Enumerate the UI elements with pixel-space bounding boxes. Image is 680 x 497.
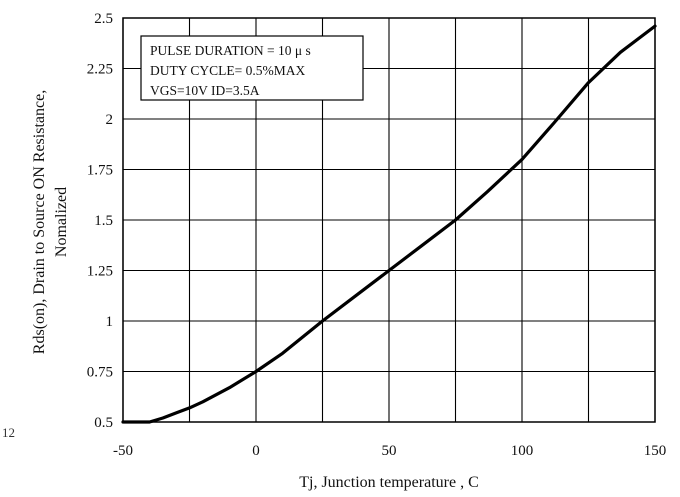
x-tick-label: 0 [252,443,260,459]
y-axis-label-line-1: Rds(on), Drain to Source ON Resistance, [31,90,48,354]
y-tick-label: 0.5 [94,415,113,431]
y-tick-labels: 0.5 0.75 1 1.25 1.5 1.75 2 2.25 2.5 [87,11,113,431]
y-tick-label: 1.5 [94,213,113,229]
y-tick-label: 1.75 [87,163,113,179]
annotation-box [140,35,364,101]
margin-label: 12 [2,425,15,440]
x-tick-label: 150 [644,443,667,459]
annotation-line-2: DUTY CYCLE= 0.5%MAX [150,63,305,78]
annotation-line-3: VGS=10V ID=3.5A [150,83,260,98]
plot-frame [122,17,656,423]
y-axis-label-line-2: Nomalized [53,187,70,257]
y-tick-label: 1.25 [87,264,113,280]
y-tick-label: 2.5 [94,11,113,27]
x-tick-label: 50 [382,443,397,459]
y-tick-label: 2 [106,112,114,128]
x-axis-label: Tj, Junction temperature , C [299,474,479,491]
x-tick-labels: -50 0 50 100 150 [113,443,666,459]
y-tick-label: 2.25 [87,62,113,78]
data-curve [121,24,657,424]
y-tick-label: 0.75 [87,365,113,381]
x-tick-label: 100 [511,443,534,459]
curve-layer [121,24,657,424]
annotation-line-1: PULSE DURATION = 10 μ s [150,43,311,58]
x-tick-label: -50 [113,443,133,459]
y-tick-label: 1 [106,314,114,330]
